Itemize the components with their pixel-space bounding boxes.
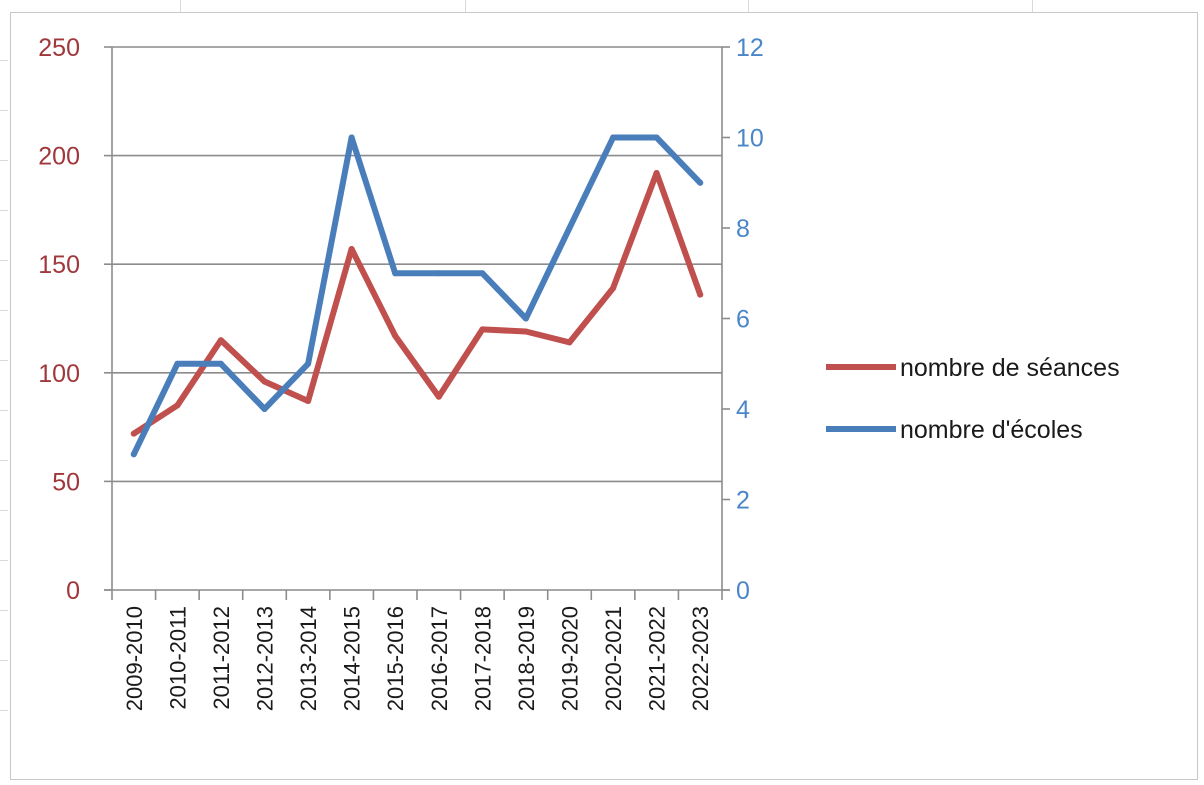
data-point — [697, 179, 704, 186]
x-tick-label: 2011-2012 — [209, 606, 234, 710]
data-point — [392, 270, 399, 277]
data-point — [217, 337, 224, 344]
left-tick-label: 0 — [66, 577, 80, 605]
x-axis-tick-labels: 2009-2010 2010-2011 2011-2012 2012-2013 2013… — [122, 606, 713, 711]
data-point — [653, 169, 660, 176]
data-point — [130, 451, 137, 458]
legend: nombre de séances nombre d'écoles — [826, 354, 1120, 444]
data-point — [566, 225, 573, 231]
data-point — [305, 398, 312, 405]
column-gridlines — [0, 0, 1204, 12]
left-tick-label: 100 — [38, 360, 80, 388]
left-tick-label: 250 — [38, 34, 80, 62]
data-point — [479, 270, 486, 277]
series-line — [130, 170, 704, 437]
data-point — [435, 270, 442, 277]
right-tick-label: 10 — [736, 125, 764, 153]
left-tick-label: 150 — [38, 251, 80, 279]
data-point — [392, 332, 399, 339]
legend-label: nombre de séances — [900, 354, 1120, 382]
left-tick-label: 50 — [52, 468, 80, 496]
right-tick-label: 2 — [736, 487, 750, 515]
x-tick-label: 2015-2016 — [383, 606, 408, 711]
data-point — [697, 291, 704, 298]
series-line — [130, 134, 704, 458]
right-axis-tick-labels: 0 2 4 6 8 10 12 — [736, 34, 764, 605]
x-tick-label: 2014-2015 — [340, 606, 365, 711]
x-tick-label: 2021-2022 — [645, 606, 670, 711]
axes — [104, 46, 730, 600]
data-point — [653, 134, 660, 141]
data-point — [435, 393, 442, 400]
x-tick-label: 2022-2023 — [688, 606, 713, 711]
data-point — [522, 315, 529, 322]
x-tick-label: 2016-2017 — [427, 606, 452, 711]
data-point — [130, 430, 137, 437]
left-axis-tick-labels: 0 50 100 150 200 250 — [38, 34, 80, 605]
right-tick-label: 6 — [736, 306, 750, 334]
data-point — [479, 326, 486, 333]
x-tick-label: 2012-2013 — [253, 606, 278, 711]
left-tick-label: 200 — [38, 143, 80, 171]
x-tick-label: 2009-2010 — [122, 606, 147, 711]
x-tick-label: 2013-2014 — [296, 606, 321, 711]
x-tick-label: 2019-2020 — [558, 606, 583, 711]
legend-label: nombre d'écoles — [900, 416, 1083, 444]
x-tick-label: 2020-2021 — [601, 606, 626, 711]
data-point — [305, 360, 312, 367]
data-point — [261, 378, 268, 385]
row-gridlines — [0, 0, 12, 785]
right-tick-label: 8 — [736, 215, 750, 243]
data-point — [566, 339, 573, 346]
data-point — [610, 134, 617, 141]
data-point — [174, 360, 181, 367]
right-tick-label: 12 — [736, 34, 764, 62]
data-point — [174, 402, 181, 409]
series-lines — [130, 134, 704, 458]
right-tick-label: 4 — [736, 396, 750, 424]
data-point — [217, 360, 224, 367]
right-tick-label: 0 — [736, 577, 750, 605]
x-tick-label: 2018-2019 — [514, 606, 539, 711]
x-tick-label: 2010-2011 — [165, 606, 190, 710]
data-point — [348, 245, 355, 252]
horizontal-gridlines — [112, 46, 722, 483]
data-point — [261, 406, 268, 412]
data-point — [610, 285, 617, 292]
chart-area[interactable] — [10, 12, 1198, 780]
data-point — [348, 134, 355, 141]
x-tick-label: 2017-2018 — [470, 606, 495, 711]
data-point — [522, 328, 529, 335]
